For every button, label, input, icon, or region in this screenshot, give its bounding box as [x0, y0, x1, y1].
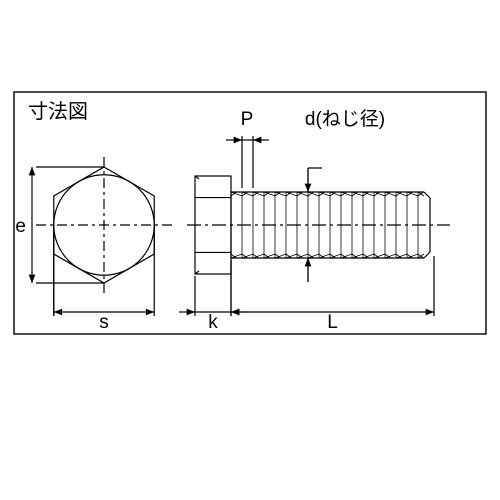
label-k: k [208, 312, 218, 333]
bolt-dimension-diagram: 寸法図 e s Pd(ねじ径) k L [0, 0, 500, 500]
diagram-container: 寸法図 e s Pd(ねじ径) k L [0, 0, 500, 500]
label-L: L [327, 312, 338, 333]
label-p: P [241, 109, 254, 130]
label-d: d(ねじ径) [305, 108, 385, 130]
label-e: e [15, 216, 26, 237]
diagram-title: 寸法図 [28, 100, 88, 123]
label-s: s [99, 312, 109, 333]
